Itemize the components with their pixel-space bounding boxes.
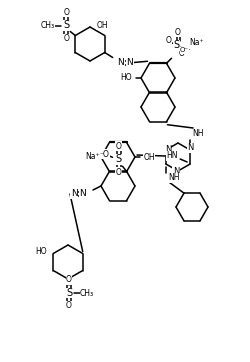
Text: O: O — [174, 28, 180, 37]
Text: O: O — [66, 275, 72, 285]
Text: S: S — [116, 154, 121, 164]
Text: N: N — [173, 167, 179, 176]
Text: N: N — [126, 58, 133, 67]
Text: OH: OH — [96, 21, 108, 29]
Text: O: O — [178, 49, 184, 58]
Text: N: N — [117, 58, 124, 67]
Text: Na⁺: Na⁺ — [189, 38, 204, 47]
Text: Na⁺: Na⁺ — [85, 152, 100, 161]
Text: S: S — [66, 288, 72, 298]
Text: CH₃: CH₃ — [80, 289, 94, 298]
Text: O: O — [116, 168, 121, 177]
Text: NH: NH — [168, 173, 180, 182]
Text: –: – — [187, 46, 190, 52]
Text: N: N — [187, 143, 193, 152]
Text: O⁻: O⁻ — [180, 47, 189, 53]
Text: HN: HN — [166, 152, 178, 160]
Text: HO: HO — [36, 247, 47, 256]
Text: S: S — [174, 40, 180, 50]
Text: N: N — [71, 189, 78, 198]
Text: N: N — [165, 146, 171, 155]
Text: OH: OH — [143, 152, 155, 161]
Text: CH₃: CH₃ — [40, 21, 54, 30]
Text: HO: HO — [120, 73, 132, 83]
Text: ⁻O: ⁻O — [100, 150, 110, 159]
Text: S: S — [63, 21, 69, 30]
Text: NH: NH — [192, 130, 204, 139]
Text: O: O — [116, 142, 121, 151]
Text: O: O — [166, 36, 172, 45]
Text: O: O — [66, 302, 72, 311]
Text: O: O — [63, 34, 69, 43]
Text: N: N — [80, 189, 86, 198]
Text: O: O — [63, 8, 69, 17]
